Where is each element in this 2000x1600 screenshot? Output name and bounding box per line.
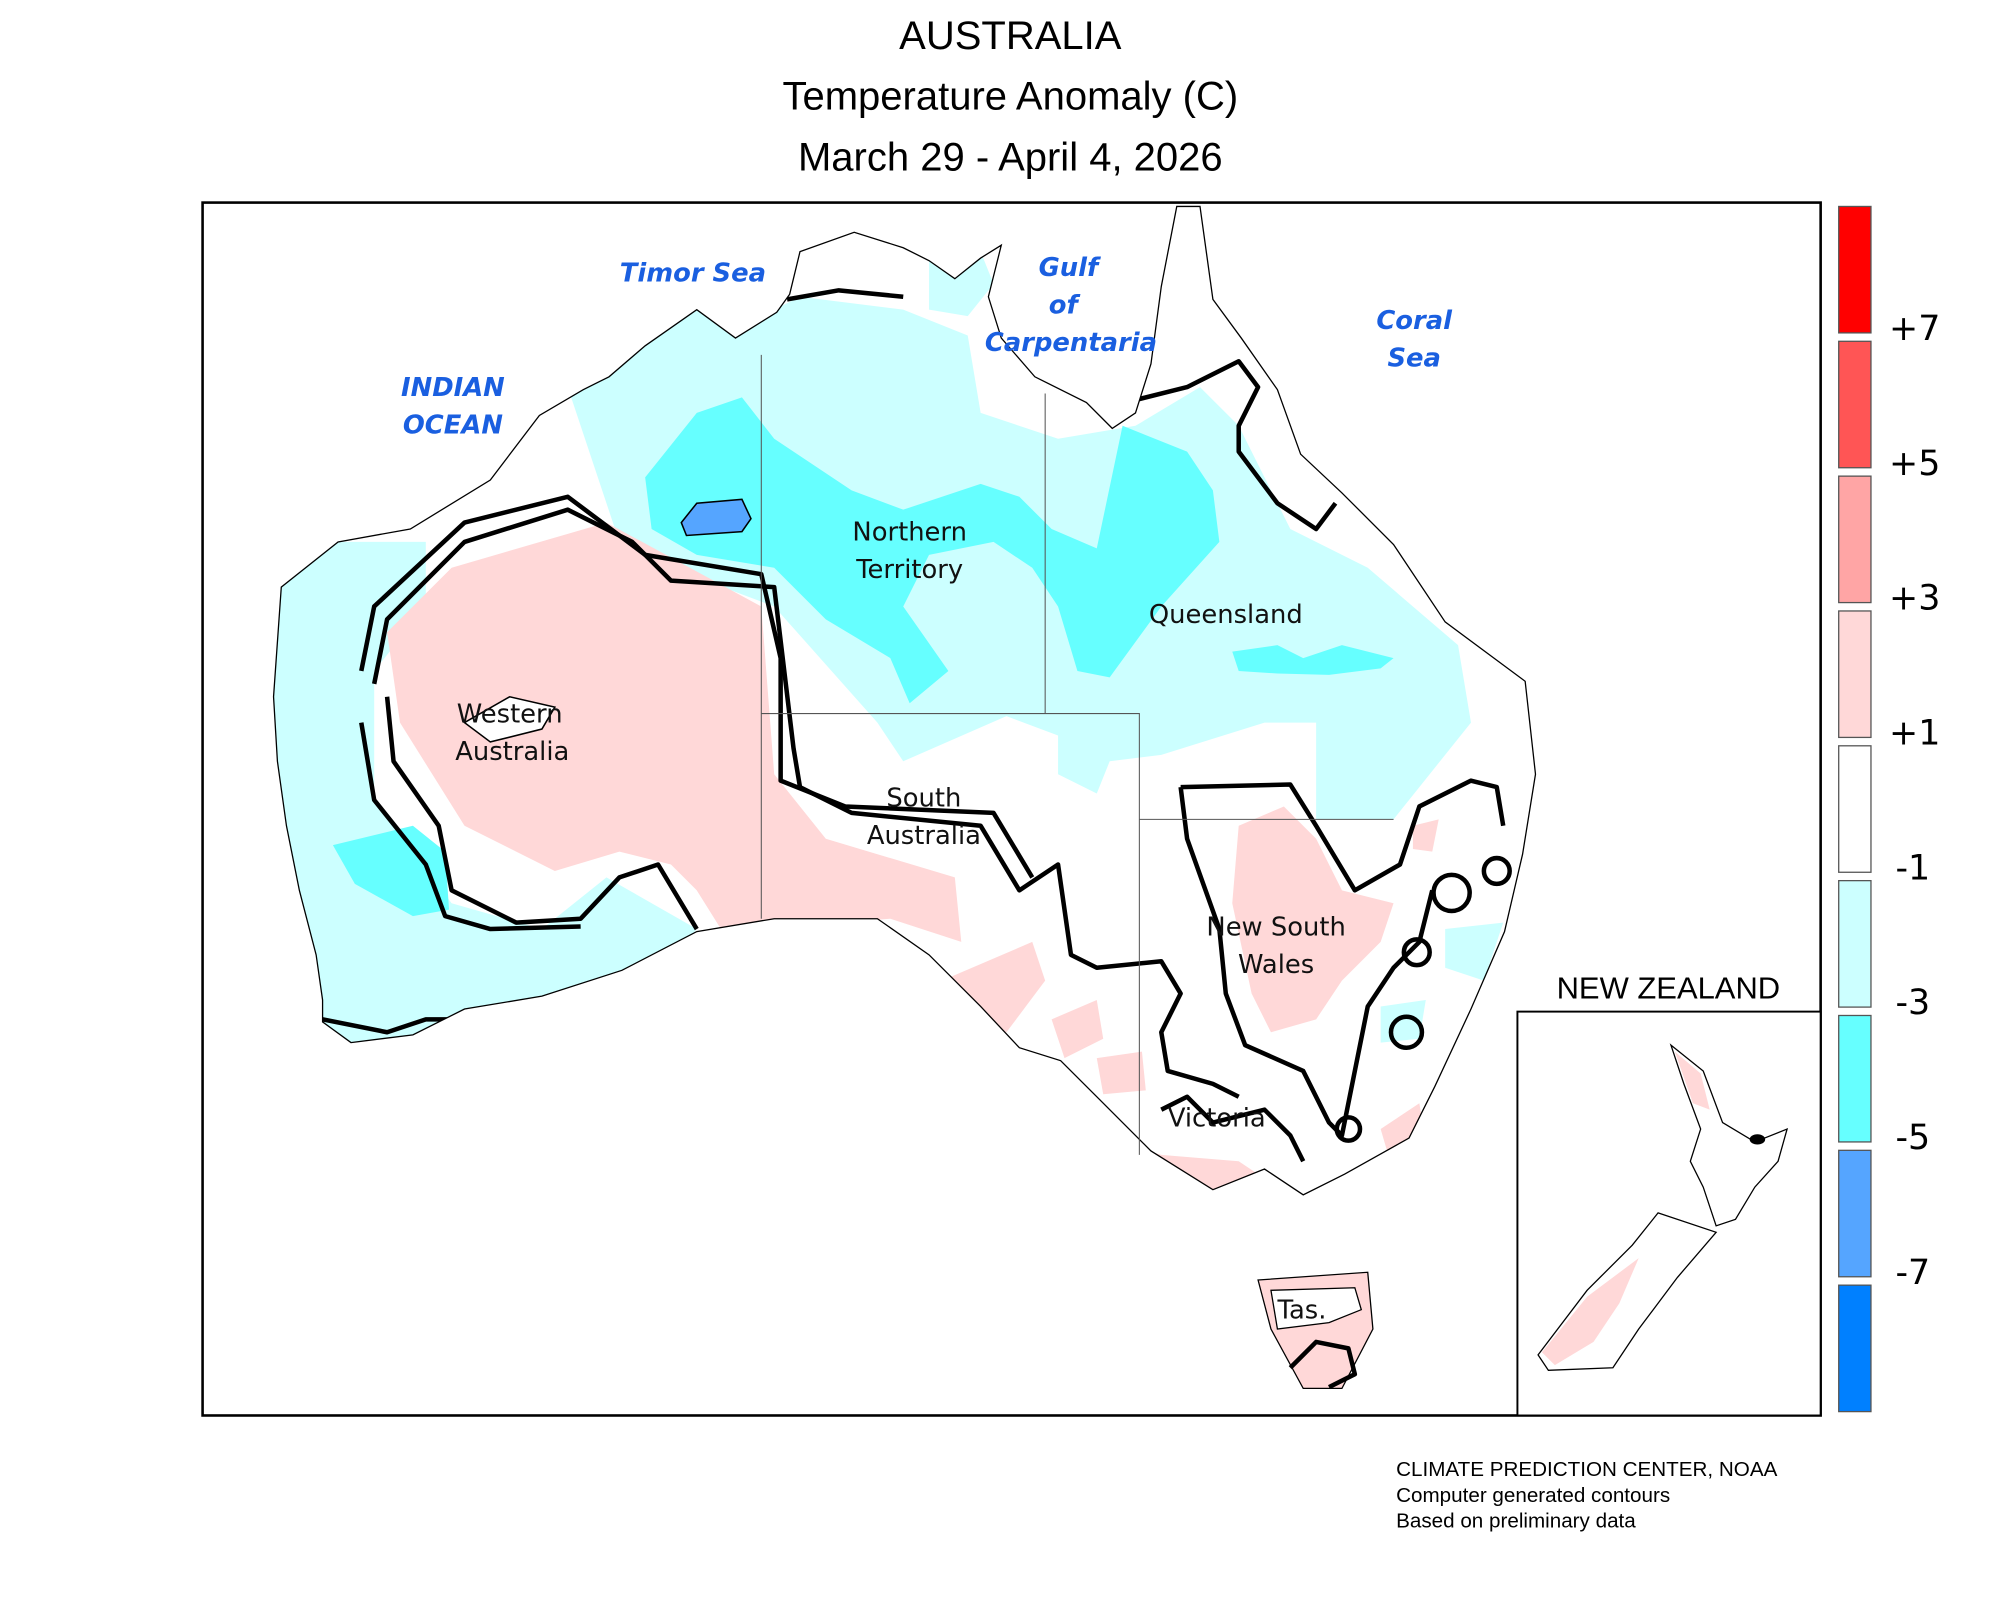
label-timor-sea: Timor Sea xyxy=(620,258,766,288)
label-coral-line2: Sea xyxy=(1387,343,1440,373)
label-nsw-line1: New South xyxy=(1206,912,1345,942)
label-sa-line2: Australia xyxy=(867,821,981,851)
inset-title: NEW ZEALAND xyxy=(1557,971,1781,1006)
label-sa-line1: South xyxy=(886,783,961,813)
legend-label: +7 xyxy=(1889,309,1940,349)
legend-label: -5 xyxy=(1895,1118,1930,1158)
label-nt-line1: Northern xyxy=(852,518,967,548)
legend-swatch xyxy=(1838,610,1872,739)
label-indian-line1: INDIAN xyxy=(401,373,505,403)
legend-label: -1 xyxy=(1895,848,1930,888)
label-gulf-line2: of xyxy=(1049,291,1081,321)
label-coral-line1: Coral xyxy=(1376,306,1453,336)
legend-swatch xyxy=(1838,745,1872,873)
label-gulf-line1: Gulf xyxy=(1039,253,1101,283)
label-nsw-line2: Wales xyxy=(1238,950,1314,980)
legend-label: +3 xyxy=(1889,579,1940,619)
color-legend: +7 +5 +3 +1 -1 -3 -5 -7 xyxy=(1838,205,1940,1413)
legend-swatch xyxy=(1838,205,1872,334)
legend-label: -3 xyxy=(1895,983,1930,1023)
label-victoria: Victoria xyxy=(1168,1103,1266,1133)
label-gulf-line3: Carpentaria xyxy=(985,328,1157,358)
legend-label: +5 xyxy=(1889,444,1940,484)
legend-swatch xyxy=(1838,880,1872,1008)
legend-swatch xyxy=(1838,1284,1872,1413)
label-nt-line2: Territory xyxy=(855,555,963,585)
legend-swatch xyxy=(1838,1014,1872,1143)
footer-agency: CLIMATE PREDICTION CENTER, NOAA xyxy=(1396,1458,1777,1481)
new-zealand-inset xyxy=(1516,1010,1822,1417)
label-wa-line2: Australia xyxy=(455,737,569,767)
title-dates: March 29 - April 4, 2026 xyxy=(798,135,1223,179)
legend-swatch xyxy=(1838,475,1872,604)
legend-swatch xyxy=(1838,340,1872,469)
label-indian-line2: OCEAN xyxy=(403,411,503,441)
legend-swatch xyxy=(1838,1149,1872,1278)
label-queensland: Queensland xyxy=(1149,600,1303,630)
label-tasmania: Tas. xyxy=(1276,1296,1326,1326)
footer-data-note: Based on preliminary data xyxy=(1396,1510,1636,1533)
footer-method: Computer generated contours xyxy=(1396,1484,1670,1507)
title-region: AUSTRALIA xyxy=(899,14,1122,58)
legend-label: +1 xyxy=(1889,714,1940,754)
label-wa-line1: Western xyxy=(457,700,563,730)
legend-label: -7 xyxy=(1895,1253,1930,1293)
australia-map xyxy=(272,205,1537,1390)
title-variable: Temperature Anomaly (C) xyxy=(782,75,1238,119)
